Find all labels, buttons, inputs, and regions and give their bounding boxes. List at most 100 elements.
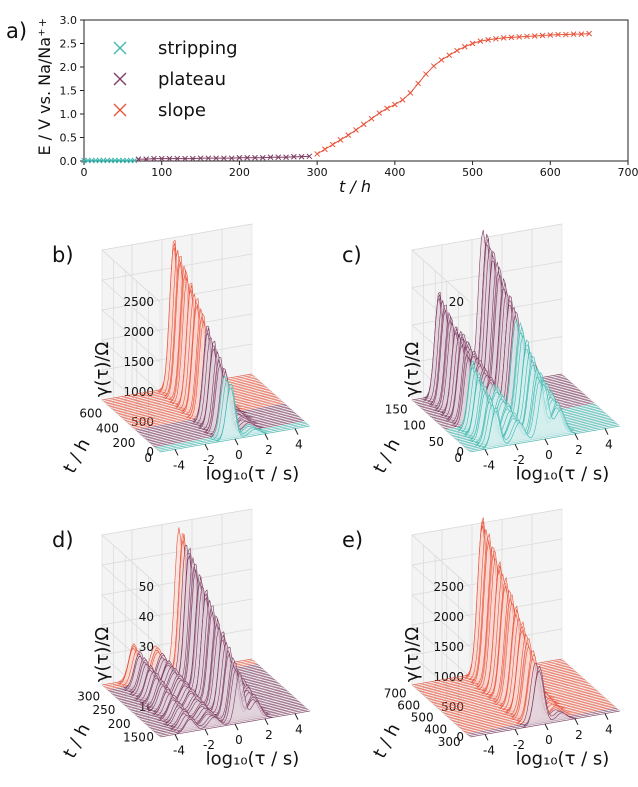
data-point-slope bbox=[384, 105, 390, 112]
data-point-plateau bbox=[244, 154, 251, 161]
panel-label: e) bbox=[342, 528, 363, 552]
y-tick-label: 250 bbox=[92, 703, 115, 717]
data-point-slope bbox=[407, 89, 414, 96]
trace-plateau bbox=[158, 668, 309, 736]
data-point-slope bbox=[477, 38, 484, 45]
xlabel: log₁₀(τ / s) bbox=[516, 749, 610, 770]
x-tick-label: 2 bbox=[265, 728, 273, 742]
x-tick bbox=[294, 713, 299, 720]
data-point-plateau bbox=[151, 155, 157, 162]
panel-a-ticks: 0 100 200 300 400 500 600 700 0.0 0.5 1.0 1.5 2.0 2.5… bbox=[60, 14, 638, 179]
data-point-plateau bbox=[283, 154, 289, 161]
z-tick-label: 1500 bbox=[123, 355, 154, 369]
data-point-plateau bbox=[182, 155, 188, 162]
data-point-slope bbox=[314, 151, 320, 157]
panel-a-ylabel: E / V vs. Na/Na⁺ bbox=[35, 28, 54, 155]
data-point-stripping bbox=[131, 157, 138, 164]
data-point-slope bbox=[392, 101, 398, 108]
x-tick bbox=[264, 433, 269, 441]
data-point-plateau bbox=[166, 155, 173, 162]
x-tick bbox=[484, 449, 489, 456]
data-point-plateau bbox=[275, 154, 282, 161]
y-tick-label: 150 bbox=[123, 731, 146, 745]
y-tick-label: 1.5 bbox=[60, 85, 78, 98]
panel-label: c) bbox=[342, 243, 362, 267]
z-tick-label: 50 bbox=[139, 580, 154, 594]
data-point-plateau bbox=[228, 155, 235, 162]
y-tick-label: 600 bbox=[397, 699, 420, 713]
y-tick-label: 0.5 bbox=[60, 132, 78, 145]
x-tick-label: 400 bbox=[384, 166, 405, 179]
grid-line bbox=[411, 223, 563, 303]
y-tick-label: 3.0 bbox=[60, 14, 78, 27]
y-tick-label: 100 bbox=[403, 419, 426, 433]
data-point-slope bbox=[570, 31, 577, 37]
z-tick-label: 0 bbox=[146, 730, 154, 744]
grid-line bbox=[101, 283, 253, 363]
data-point-slope bbox=[461, 43, 468, 50]
legend-label: plateau bbox=[158, 69, 226, 90]
panel-a-superscript: + bbox=[38, 16, 47, 29]
legend-label: stripping bbox=[158, 38, 238, 59]
y-tick-label: 300 bbox=[77, 689, 100, 703]
x-tick bbox=[574, 718, 579, 726]
x-tick-label: 0 bbox=[545, 448, 553, 462]
x-tick-label: 4 bbox=[295, 723, 303, 737]
x-tick-label: 300 bbox=[307, 166, 328, 179]
data-point-plateau bbox=[205, 155, 212, 162]
traces bbox=[101, 527, 311, 738]
zlabel: γ(τ)/Ω bbox=[402, 627, 423, 683]
data-point-plateau bbox=[213, 155, 219, 162]
y-tick-label: 400 bbox=[96, 421, 119, 435]
panel-label-a: a) bbox=[6, 19, 27, 43]
x-tick-label: 2 bbox=[265, 443, 273, 457]
y-tick-label: 700 bbox=[384, 686, 407, 700]
x-tick-label: -2 bbox=[203, 738, 215, 752]
traces bbox=[411, 517, 621, 738]
grid-line bbox=[101, 253, 253, 333]
y-tick-label: 400 bbox=[424, 723, 447, 737]
ylabel: t / h bbox=[59, 435, 94, 477]
x-tick-label: 100 bbox=[151, 166, 172, 179]
data-point-plateau bbox=[158, 155, 165, 162]
data-point-plateau bbox=[174, 155, 181, 162]
trace-plateau bbox=[159, 673, 311, 738]
z-tick-label: 20 bbox=[449, 295, 464, 309]
data-point-slope bbox=[360, 121, 367, 128]
y-tick-label: 0 bbox=[454, 451, 462, 465]
x-tick bbox=[514, 443, 519, 451]
x-tick-label: 0 bbox=[235, 733, 243, 747]
z-tick-label: 1500 bbox=[433, 640, 464, 654]
y-tick-label: 600 bbox=[79, 406, 102, 420]
y-tick-label: 150 bbox=[385, 402, 408, 416]
ylabel: t / h bbox=[369, 435, 404, 477]
x-tick bbox=[604, 713, 609, 720]
data-point-plateau bbox=[135, 156, 142, 162]
data-point-plateau bbox=[252, 154, 258, 161]
grid-line bbox=[101, 568, 253, 648]
data-point-slope bbox=[337, 136, 344, 143]
x-tick-label: 0 bbox=[81, 166, 88, 179]
x-tick bbox=[174, 449, 179, 456]
legend-entry-slope: slope bbox=[113, 100, 206, 121]
x-tick bbox=[514, 728, 519, 736]
x-tick bbox=[204, 443, 209, 451]
grid-line bbox=[411, 538, 563, 618]
data-point-plateau bbox=[267, 154, 274, 161]
x-tick bbox=[234, 723, 239, 731]
panel-a-data bbox=[81, 30, 592, 164]
panel-a-legend: stripping plateau slope bbox=[113, 38, 238, 121]
data-point-plateau bbox=[189, 155, 196, 162]
panel-d: d)01020304050-4-2024150200250300log₁₀(τ … bbox=[52, 508, 311, 770]
x-tick-label: 4 bbox=[295, 438, 303, 452]
data-point-slope bbox=[485, 36, 491, 43]
data-point-plateau bbox=[143, 156, 150, 162]
data-point-plateau bbox=[298, 153, 305, 160]
grid-line bbox=[411, 568, 563, 648]
data-point-slope bbox=[493, 35, 499, 42]
panel-label: d) bbox=[52, 528, 74, 552]
data-point-slope bbox=[578, 31, 585, 37]
x-tick bbox=[294, 428, 299, 435]
